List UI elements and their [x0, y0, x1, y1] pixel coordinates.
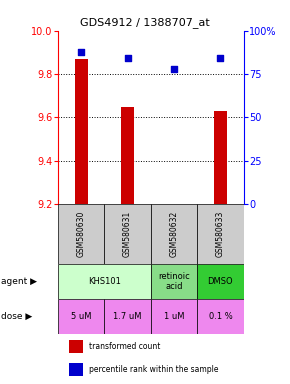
- Point: [125, 55, 130, 61]
- Text: 1.7 uM: 1.7 uM: [113, 312, 142, 321]
- Point: [172, 66, 176, 72]
- Bar: [151, 264, 197, 299]
- Text: 1 uM: 1 uM: [164, 312, 184, 321]
- Bar: [151, 204, 197, 264]
- Text: GSM580631: GSM580631: [123, 211, 132, 257]
- Text: DMSO: DMSO: [208, 277, 233, 286]
- Bar: [58, 299, 104, 334]
- Bar: [197, 264, 244, 299]
- Bar: [58, 204, 104, 264]
- Text: 5 uM: 5 uM: [71, 312, 91, 321]
- Text: agent ▶: agent ▶: [1, 277, 37, 286]
- Text: GSM580630: GSM580630: [77, 211, 86, 257]
- Bar: [121, 107, 134, 204]
- Text: retinoic
acid: retinoic acid: [158, 271, 190, 291]
- Point: [79, 48, 84, 55]
- Text: transformed count: transformed count: [89, 342, 160, 351]
- Bar: [104, 299, 151, 334]
- Bar: [69, 362, 83, 376]
- Bar: [69, 339, 83, 353]
- Bar: [197, 204, 244, 264]
- Point: [218, 55, 223, 61]
- Bar: [197, 299, 244, 334]
- Bar: [75, 59, 88, 204]
- Text: dose ▶: dose ▶: [1, 312, 33, 321]
- Bar: [58, 264, 151, 299]
- Text: GSM580633: GSM580633: [216, 211, 225, 257]
- Bar: [104, 204, 151, 264]
- Bar: [151, 299, 197, 334]
- Text: percentile rank within the sample: percentile rank within the sample: [89, 364, 218, 374]
- Text: GSM580632: GSM580632: [169, 211, 179, 257]
- Text: GDS4912 / 1388707_at: GDS4912 / 1388707_at: [80, 17, 210, 28]
- Bar: [214, 111, 227, 204]
- Text: KHS101: KHS101: [88, 277, 121, 286]
- Text: 0.1 %: 0.1 %: [209, 312, 232, 321]
